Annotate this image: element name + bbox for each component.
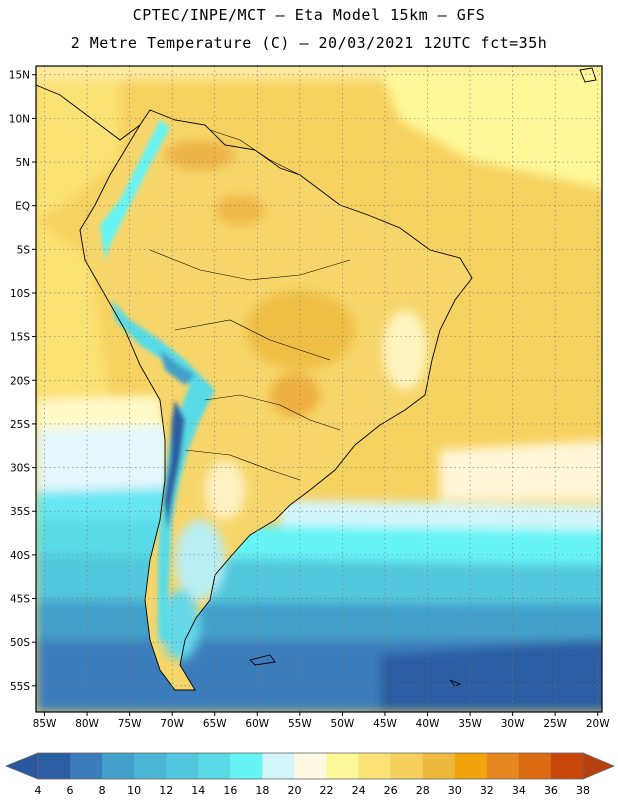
colorbar-label: 10 xyxy=(127,784,141,797)
colorbar-label: 22 xyxy=(320,784,334,797)
colorbar-label: 34 xyxy=(512,784,526,797)
falkland-islands xyxy=(249,654,276,666)
lat-tick-label: 35S xyxy=(10,506,30,518)
colorbar-swatch xyxy=(38,753,71,779)
colorbar-label: 8 xyxy=(99,784,106,797)
lat-tick-label: 50S xyxy=(10,637,30,649)
andes-ridge xyxy=(100,120,215,640)
colorbar-swatch xyxy=(550,753,584,779)
lon-tick-label: 55W xyxy=(288,718,312,730)
colorbar-high-arrow xyxy=(582,752,616,780)
lat-tick-label: 30S xyxy=(10,463,30,475)
map-frame xyxy=(35,65,603,713)
lon-tick-label: 80W xyxy=(75,718,99,730)
title-line-1: CPTEC/INPE/MCT – Eta Model 15km – GFS xyxy=(132,6,486,24)
lon-tick-label: 45W xyxy=(373,718,397,730)
lon-tick-label: 85W xyxy=(33,718,57,730)
colorbar-swatch xyxy=(390,753,424,779)
colorbar-label: 18 xyxy=(255,784,269,797)
band-pacific-yellow xyxy=(36,220,110,410)
colorbar-label: 16 xyxy=(223,784,237,797)
colorbar-label: 36 xyxy=(544,784,558,797)
hot-spot-pantanal xyxy=(270,373,320,417)
border-line xyxy=(149,249,351,281)
axis-ticks: 15N 10N 5N EQ 5S 10S 15S 20S 25S 30S 35S 40S 45S 50S 5… xyxy=(9,70,610,730)
colorbar-label: 4 xyxy=(35,784,42,797)
colorbar-label: 6 xyxy=(67,784,74,797)
lat-tick-label: EQ xyxy=(15,201,30,213)
lat-tick-label: 55S xyxy=(10,681,30,693)
band-deep-blue xyxy=(380,640,602,712)
lon-tick-label: 60W xyxy=(245,718,269,730)
colorbar-swatch xyxy=(102,753,135,779)
colorbar-label: 14 xyxy=(191,784,205,797)
lat-tick-label: 20S xyxy=(10,375,30,387)
lat-tick-label: 5N xyxy=(15,157,30,169)
lon-tick-label: 75W xyxy=(118,718,142,730)
lon-tick-label: 40W xyxy=(416,718,440,730)
patagonia-cool xyxy=(175,520,225,600)
lat-tick-label: 15N xyxy=(9,70,30,82)
central-america-coast xyxy=(36,84,141,141)
colorbar-label: 32 xyxy=(480,784,494,797)
lat-tick-label: 25S xyxy=(10,419,30,431)
coastlines xyxy=(36,67,597,691)
colorbar-swatch xyxy=(358,753,392,779)
colorbar-swatch xyxy=(230,753,263,779)
colorbar-swatch xyxy=(486,753,520,779)
lon-tick-label: 50W xyxy=(331,718,355,730)
band-north-yellow xyxy=(380,70,602,189)
colorbar-swatch xyxy=(166,753,199,779)
colorbar-label: 28 xyxy=(416,784,430,797)
colorbar-swatch xyxy=(518,753,552,779)
colorbar-low-arrow xyxy=(4,752,39,780)
colorbar-swatch xyxy=(294,753,328,779)
hot-spot-venezuela xyxy=(165,140,235,170)
lon-tick-label: 30W xyxy=(501,718,525,730)
colorbar-label: 30 xyxy=(448,784,462,797)
lat-tick-label: 40S xyxy=(10,550,30,562)
field-layer xyxy=(36,66,602,712)
colorbar-label: 12 xyxy=(159,784,173,797)
lat-tick-label: 5S xyxy=(17,244,31,256)
colorbar-swatch xyxy=(134,753,167,779)
cool-highlands-se xyxy=(383,310,427,390)
lat-tick-label: 45S xyxy=(10,594,30,606)
lon-tick-label: 70W xyxy=(160,718,184,730)
lon-tick-label: 65W xyxy=(203,718,227,730)
lat-tick-label: 10S xyxy=(10,288,30,300)
colorbar-swatch xyxy=(422,753,456,779)
colorbar-swatch xyxy=(70,753,103,779)
title-line-2: 2 Metre Temperature (C) – 20/03/2021 12U… xyxy=(70,34,548,52)
colorbar-swatch xyxy=(198,753,231,779)
colorbar-swatch xyxy=(326,753,360,779)
colorbar-label: 24 xyxy=(352,784,366,797)
colorbar-swatch xyxy=(262,753,295,779)
lon-tick-label: 20W xyxy=(586,718,610,730)
lat-tick-label: 10N xyxy=(9,113,30,125)
colorbar: 4 6 8 10 12 14 16 18 20 22 24 26 28 30 32 34 36 38 xyxy=(4,752,616,797)
colorbar-label: 20 xyxy=(287,784,301,797)
colorbar-label: 26 xyxy=(384,784,398,797)
colorbar-label: 38 xyxy=(576,784,590,797)
lon-tick-label: 25W xyxy=(543,718,567,730)
lat-tick-label: 15S xyxy=(10,332,30,344)
colorbar-swatch xyxy=(454,753,488,779)
lon-tick-label: 35W xyxy=(458,718,482,730)
